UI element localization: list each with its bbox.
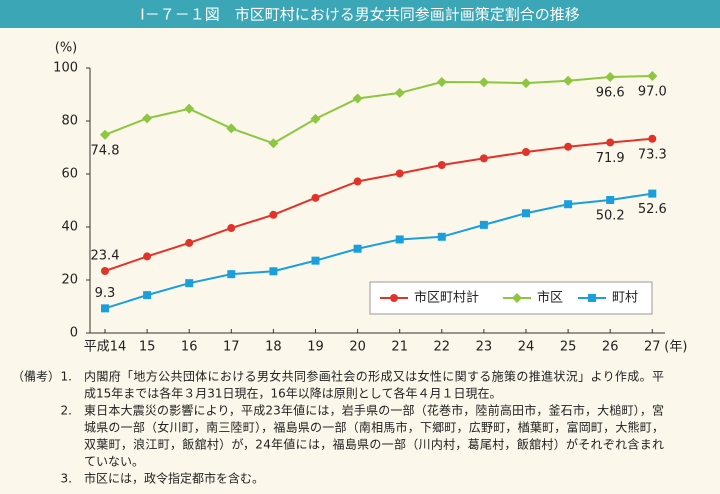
value-label: 96.6	[596, 86, 625, 101]
point	[185, 279, 194, 288]
legend-marker	[390, 294, 398, 302]
x-tick-label: 17	[223, 340, 240, 355]
point	[605, 72, 616, 83]
point	[647, 70, 658, 81]
point	[142, 113, 153, 124]
point	[143, 252, 152, 261]
point	[353, 177, 362, 186]
point	[479, 220, 488, 229]
value-label: 97.0	[638, 84, 667, 99]
x-tick-label: 18	[265, 340, 282, 355]
point	[352, 93, 363, 104]
y-tick-label: 60	[61, 167, 78, 182]
value-label: 52.6	[638, 202, 667, 217]
x-tick-label: 27	[644, 340, 661, 355]
point	[564, 142, 573, 151]
point	[521, 78, 531, 89]
point	[648, 189, 657, 198]
x-tick-label: 21	[391, 340, 408, 355]
point	[143, 291, 152, 300]
point	[437, 232, 446, 241]
point	[479, 154, 488, 163]
y-axis-label: (%)	[55, 41, 78, 56]
value-label: 74.8	[91, 143, 120, 158]
legend-label: 市区町村計	[414, 290, 479, 306]
legend-marker	[512, 293, 522, 303]
point	[184, 103, 195, 114]
point	[100, 129, 110, 140]
legend-marker	[588, 294, 596, 302]
note-number: 1.	[61, 370, 72, 384]
point	[394, 87, 405, 98]
value-label: 50.2	[596, 208, 625, 223]
x-tick-label: 19	[307, 340, 324, 355]
x-tick-label: 22	[434, 340, 451, 355]
note-number: 2.	[61, 404, 72, 418]
point	[478, 77, 489, 88]
point	[311, 193, 320, 202]
point	[227, 270, 236, 279]
point	[101, 266, 109, 275]
point	[648, 134, 657, 143]
point	[268, 138, 279, 149]
series-line	[104, 137, 653, 272]
note-line: 成15年までは各年３月31日現在，16年以降は原則として各年４月１日現在。	[84, 386, 501, 401]
point	[310, 113, 321, 124]
x-tick-label: 平成14	[84, 340, 127, 355]
x-tick-label: 26	[602, 340, 619, 355]
point	[522, 209, 530, 218]
point	[564, 200, 573, 209]
value-label: 9.3	[95, 286, 116, 301]
point	[436, 77, 447, 88]
point	[395, 169, 404, 178]
note-line: 城県の一部（女川町，南三陸町），福島県の一部（南相馬市，下郷町，広野町，楢葉町，…	[84, 420, 664, 435]
point	[395, 235, 404, 244]
point	[311, 256, 320, 265]
x-tick-label: 24	[518, 340, 535, 355]
note-number: 3.	[61, 472, 72, 486]
point	[606, 138, 615, 147]
point	[563, 75, 574, 86]
x-tick-label: 15	[139, 340, 156, 355]
y-tick-label: 0	[70, 326, 78, 341]
y-tick-label: 40	[61, 220, 78, 235]
note-line: 双葉町，浪江町，飯舘村）が，24年値には，福島県の一部（川内村，葛尾村，飯舘村）…	[84, 437, 664, 452]
x-unit-label: (年)	[664, 340, 687, 355]
point	[522, 148, 530, 157]
point	[437, 160, 446, 169]
point	[269, 210, 278, 219]
x-tick-label: 20	[349, 340, 366, 355]
x-tick-label: 16	[181, 340, 198, 355]
x-tick-label: 25	[560, 340, 577, 355]
point	[101, 304, 109, 313]
point	[606, 195, 615, 204]
value-label: 23.4	[91, 248, 120, 263]
point	[185, 238, 194, 247]
legend-label: 町村	[612, 291, 638, 306]
title-bar	[0, 0, 720, 28]
note-line: 東日本大震災の影響により，平成23年値には，岩手県の一部（花巻市，陸前高田市，釜…	[84, 403, 664, 418]
y-tick-label: 100	[53, 61, 78, 76]
series-line	[104, 74, 653, 145]
note-line: ていない。	[84, 455, 144, 469]
value-label: 73.3	[638, 147, 667, 162]
point	[226, 123, 237, 134]
x-tick-label: 23	[476, 340, 493, 355]
note-line: 内閣府「地方公共団体における男女共同参画社会の形成又は女性に関する施策の推進状況…	[84, 369, 664, 384]
series-line	[104, 192, 653, 310]
point	[353, 244, 362, 253]
point	[269, 267, 278, 276]
notes-label: （備考）	[12, 369, 60, 384]
note-line: 市区には，政令指定都市を含む。	[84, 471, 264, 486]
chart-title: Ⅰ－７－１図 市区町村における男女共同参画計画策定割合の推移	[140, 6, 579, 24]
y-tick-label: 80	[61, 114, 78, 129]
value-label: 71.9	[596, 151, 625, 166]
y-tick-label: 20	[61, 273, 78, 288]
legend-label: 市区	[537, 290, 563, 306]
point	[227, 224, 236, 233]
